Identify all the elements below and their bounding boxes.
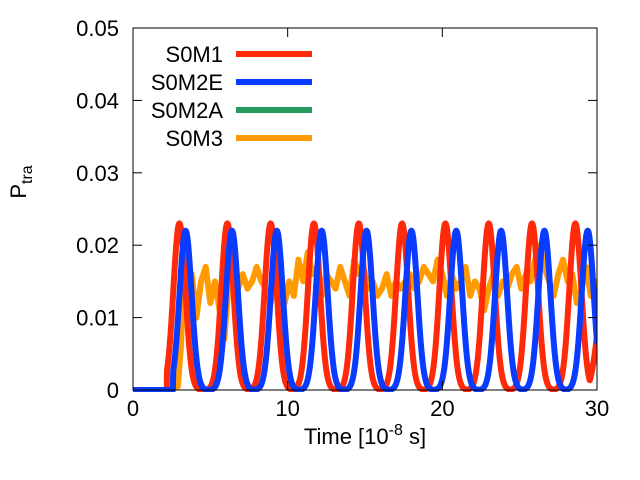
x-tick-label: 10 [275,396,299,421]
y-tick-label: 0.02 [76,233,119,258]
plot-border [132,27,598,391]
y-tick-label: 0 [107,378,119,403]
plot-frame [132,27,598,391]
y-tick-label: 0.01 [76,306,119,331]
legend-label-s0m2e: S0M2E [151,70,223,95]
series-layer [133,220,597,392]
y-tick-label: 0.05 [76,16,119,41]
legend-label-s0m3: S0M3 [166,126,223,151]
y-axis-label-sub: tra [19,165,36,184]
legend-label-s0m2a: S0M2A [151,98,223,123]
x-axis-label-unit: s] [403,424,426,449]
y-axis-label-main: P [6,184,31,199]
x-tick-label: 0 [127,396,139,421]
legend-label-s0m1: S0M1 [166,42,223,67]
x-axis-label-exp: -8 [389,422,403,439]
x-axis-label-main: Time [10 [304,424,389,449]
x-axis-label: Time [10-8 s] [304,422,426,449]
x-tick-label: 20 [430,396,454,421]
y-axis-label: Ptra [6,165,36,198]
x-tick-label: 30 [585,396,609,421]
y-tick-label: 0.03 [76,161,119,186]
tick-layer: 0 0.01 0.02 0.03 0.04 0.05 0 10 20 30 [76,16,609,421]
y-tick-label: 0.04 [76,88,119,113]
legend: S0M1 S0M2E S0M2A S0M3 [151,42,312,151]
